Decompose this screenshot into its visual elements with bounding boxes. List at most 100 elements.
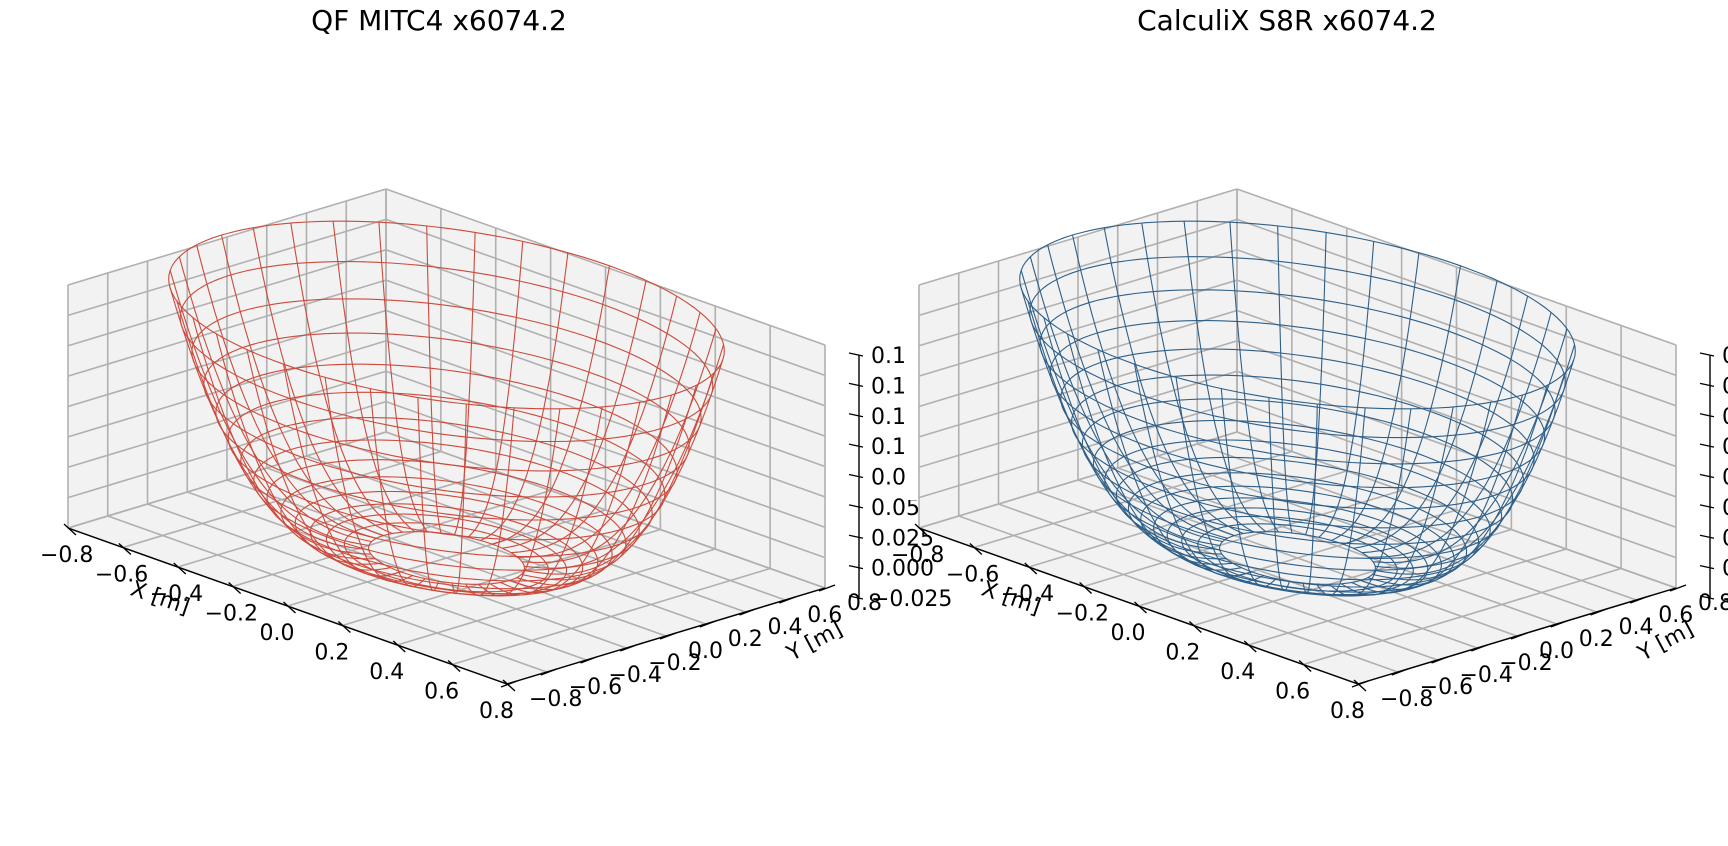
gridline-floor-y — [1157, 455, 1597, 613]
gridline-back-z — [385, 279, 826, 437]
surface-radial-line — [1047, 244, 1228, 539]
gridline-back-z — [385, 340, 826, 498]
surface-radial-line — [426, 225, 442, 534]
surface-radial-line — [215, 333, 383, 565]
surface-radial-line — [1361, 295, 1529, 554]
z-tick-label: −0.025 — [871, 587, 952, 612]
x-tick-label: 0.6 — [424, 680, 459, 705]
gridline-back-z — [385, 370, 826, 529]
x-tick-mark — [228, 581, 242, 595]
surface-radial-line — [453, 232, 476, 535]
surface-radial-line — [168, 285, 369, 551]
x-tick-label: 0.0 — [260, 621, 295, 646]
z-tick-mark — [1699, 473, 1715, 479]
gridline-back-z — [385, 188, 826, 346]
y-tick-label: −0.4 — [609, 663, 662, 688]
gridline-floor-y — [107, 515, 548, 673]
gridline-side-z — [918, 218, 1238, 317]
surface-radial-line — [378, 222, 428, 533]
y-tick-mark — [1351, 680, 1369, 688]
surface-wireframe — [168, 220, 725, 597]
axes — [914, 352, 1715, 692]
x-tick-label: 0.8 — [479, 699, 514, 724]
surface-radial-line — [1340, 406, 1454, 596]
x-tick-mark — [63, 523, 77, 536]
z-tick-label: 0.175 — [1722, 344, 1728, 369]
surface-radial-line — [1372, 373, 1566, 581]
y-tick-mark — [659, 632, 677, 640]
surface-radial-line — [1133, 364, 1252, 577]
z-tick-mark — [1699, 534, 1715, 539]
x-tick-label: −0.8 — [40, 543, 93, 568]
surface-radial-line — [252, 227, 393, 535]
surface-radial-line — [1027, 301, 1222, 555]
subplot-calculix-s8r: CalculiX S8R x6074.2 −0.8−0.6−0.4−0.20.0… — [891, 4, 1728, 724]
z-tick-mark — [1699, 564, 1715, 570]
gridline-back-z — [385, 309, 826, 468]
surface-radial-line — [1183, 221, 1267, 533]
z-tick-mark — [1699, 352, 1715, 357]
gridline-floor-y — [958, 515, 1399, 673]
surface-radial-line — [282, 364, 401, 577]
gridline-back-z — [1236, 248, 1677, 407]
z-tick-label: 0.100 — [1722, 435, 1728, 460]
gridline-side-z — [67, 188, 387, 286]
gridline-back-z — [385, 400, 826, 559]
x-tick-label: −0.2 — [205, 602, 258, 627]
z-tick-label: −0.025 — [1722, 587, 1728, 612]
gridline-back-z — [1236, 370, 1677, 529]
gridline-back-z — [1236, 340, 1677, 498]
x-tick-label: −0.4 — [150, 582, 203, 607]
x-tick-label: 0.8 — [1330, 699, 1365, 724]
surface-radial-line — [1368, 312, 1552, 558]
x-tick-label: −0.6 — [946, 563, 999, 588]
surface-radial-line — [521, 373, 715, 581]
gridline-floor-y — [1196, 443, 1637, 601]
x-tick-mark — [337, 620, 351, 634]
surface-radial-line — [1302, 404, 1318, 595]
gridline-side-z — [67, 309, 387, 408]
gridline-floor-y — [998, 503, 1438, 661]
surface-radial-line — [1277, 225, 1293, 534]
surface-radial-line — [1304, 232, 1327, 535]
gridline-back-z — [1236, 279, 1677, 437]
y-tick-mark — [1471, 644, 1488, 652]
x-tick-mark — [1353, 679, 1367, 692]
surface-radial-line — [500, 402, 641, 594]
gridline-side-z — [918, 309, 1238, 408]
surface-radial-line — [324, 377, 413, 583]
y-tick-label: 0.0 — [688, 639, 723, 664]
x-tick-mark — [1079, 581, 1093, 595]
gridline-side-z — [918, 279, 1238, 377]
x-tick-label: 0.6 — [1275, 680, 1310, 705]
y-tick-label: 0.8 — [847, 591, 882, 616]
z-tick-mark — [1699, 382, 1715, 388]
gridline-floor-y — [1037, 491, 1478, 649]
surface-radial-line — [192, 317, 376, 560]
x-tick-mark — [914, 523, 928, 536]
y-tick-mark — [1510, 632, 1528, 640]
surface-radial-line — [1316, 407, 1366, 596]
surface-radial-line — [465, 407, 515, 596]
surface-radial-line — [220, 234, 384, 537]
z-tick-mark — [848, 595, 864, 600]
x-tick-mark — [969, 542, 983, 556]
chart-title: CalculiX S8R x6074.2 — [1137, 4, 1437, 37]
y-tick-mark — [580, 656, 597, 664]
x-tick-mark — [1134, 601, 1147, 614]
surface-radial-line — [1029, 256, 1223, 543]
surface-radial-line — [523, 359, 724, 575]
y-tick-label: 0.0 — [1539, 639, 1574, 664]
x-tick-label: −0.6 — [95, 563, 148, 588]
surface-radial-line — [1175, 377, 1264, 583]
x-tick-label: −0.4 — [1001, 582, 1054, 607]
surface-radial-line — [1019, 285, 1220, 551]
surface-radial-line — [517, 312, 701, 558]
surface-radial-line — [1066, 333, 1234, 565]
y-axis-line — [506, 587, 826, 685]
y-tick-label: −0.8 — [529, 687, 582, 712]
gridline-side-z — [67, 340, 387, 438]
x-tick-mark — [1243, 640, 1257, 653]
gridline-back-z — [1236, 309, 1677, 468]
gridline-floor-y — [345, 443, 786, 601]
